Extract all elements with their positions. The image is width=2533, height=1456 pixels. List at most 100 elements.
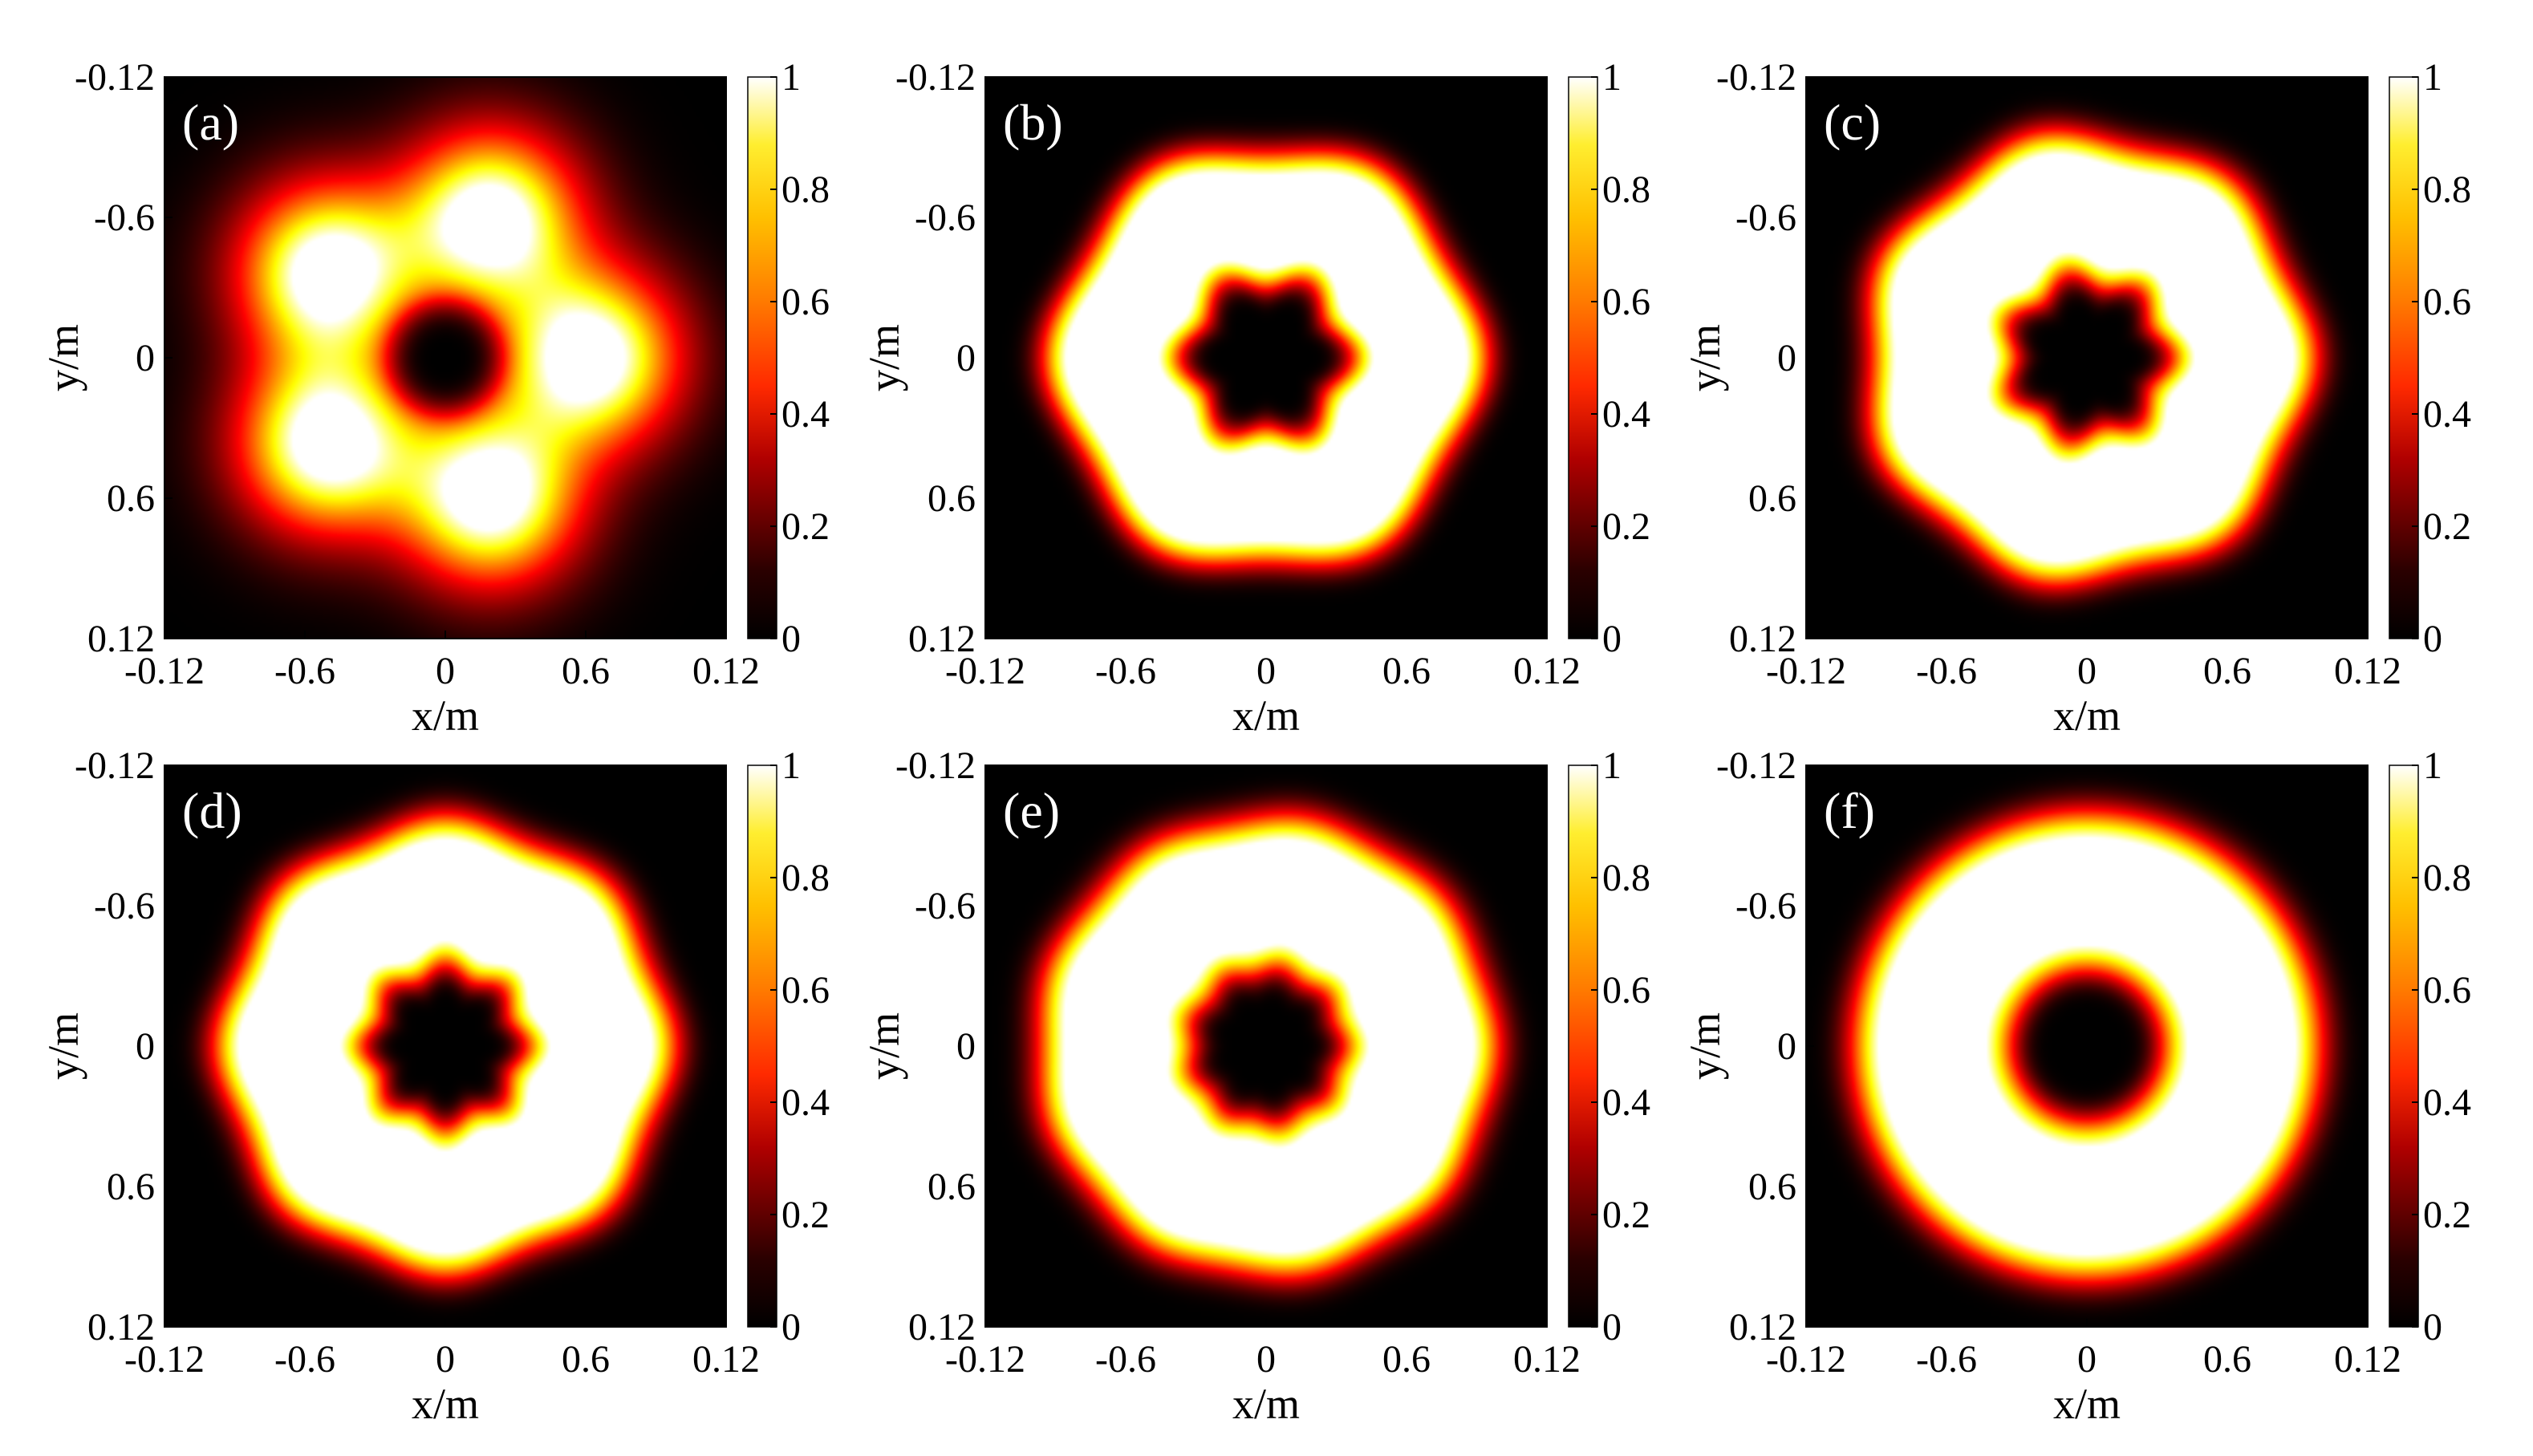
y-tick-label: 0: [136, 1025, 155, 1068]
y-tick-label: 0: [956, 1025, 976, 1068]
y-tick-label: -0.6: [1735, 197, 1796, 239]
colorbar-tick-label: 0.4: [781, 1081, 830, 1124]
panel-label: (c): [1824, 94, 1881, 151]
colorbar-tick-label: 0.8: [1602, 168, 1650, 211]
heatmap-image: [985, 765, 1547, 1327]
colorbar-tick-label: 0.4: [1602, 393, 1650, 436]
x-tick-label: -0.6: [274, 650, 335, 692]
colorbar-tick-label: 0.4: [1602, 1081, 1650, 1124]
y-tick-label: -0.6: [915, 885, 976, 927]
colorbar-tick-label: 0.2: [2423, 505, 2471, 548]
colorbar-tick-label: 1: [2423, 744, 2442, 787]
y-tick-label: 0.6: [107, 1166, 155, 1208]
panel-a: (a) -0.12 -0.6 0 0.6 0.12 x/m -0.12 -0.6 0 0.6 0.12…: [39, 56, 830, 740]
y-tick-label: 0.12: [87, 618, 155, 660]
y-tick-label: 0.12: [1729, 618, 1796, 660]
colorbar-tick-label: 0.4: [2423, 393, 2471, 436]
x-tick-label: -0.12: [1766, 1338, 1846, 1381]
colorbar-tick-label: 0.8: [1602, 857, 1650, 899]
panel-label: (f): [1824, 782, 1875, 839]
colorbar-tick-label: 0: [1602, 1306, 1622, 1349]
colorbar-tick-label: 0.2: [1602, 505, 1650, 548]
colorbar-tick-label: 0.6: [781, 969, 830, 1012]
colorbar-tick-label: 0.6: [781, 281, 830, 323]
x-tick-label: 0.6: [1382, 650, 1431, 692]
colorbar-tick-label: 0.2: [781, 505, 830, 548]
x-axis-label: x/m: [1232, 691, 1300, 740]
y-tick-label: 0: [956, 337, 976, 379]
colorbar: [747, 765, 777, 1328]
colorbar-tick-label: 0.8: [781, 857, 830, 899]
colorbar-tick-label: 1: [1602, 56, 1622, 99]
x-tick-label: 0.12: [692, 650, 760, 692]
y-tick-label: 0.12: [908, 618, 976, 660]
x-tick-label: -0.6: [1095, 650, 1156, 692]
heatmap-image: [1806, 765, 2368, 1327]
x-tick-label: 0: [1256, 1338, 1276, 1381]
panel-label: (b): [1003, 94, 1063, 151]
x-tick-label: -0.12: [1766, 650, 1846, 692]
colorbar-tick-label: 0.6: [2423, 281, 2471, 323]
y-tick-label: 0.6: [107, 477, 155, 520]
colorbar: [747, 76, 777, 639]
y-axis-label: y/m: [860, 1012, 908, 1080]
y-tick-label: -0.12: [895, 744, 976, 787]
y-tick-label: -0.6: [1735, 885, 1796, 927]
y-axis-label: y/m: [1681, 324, 1729, 391]
x-tick-label: 0.6: [562, 650, 610, 692]
x-axis-label: x/m: [2053, 1380, 2121, 1428]
colorbar-tick-label: 0: [781, 618, 801, 660]
x-tick-label: -0.6: [1916, 1338, 1977, 1381]
y-tick-label: -0.12: [895, 56, 976, 99]
y-axis-label: y/m: [860, 324, 908, 391]
colorbar-tick-label: 0.8: [2423, 857, 2471, 899]
colorbar-tick-label: 0.8: [781, 168, 830, 211]
y-tick-label: 0.6: [1748, 477, 1796, 520]
colorbar-tick-label: 0.4: [2423, 1081, 2471, 1124]
colorbar-tick-label: 1: [2423, 56, 2442, 99]
colorbar-tick-label: 0.2: [2423, 1194, 2471, 1236]
y-axis-label: y/m: [39, 1012, 87, 1080]
heatmap-image: [985, 77, 1547, 639]
y-tick-label: 0: [1777, 337, 1796, 379]
heatmap-image: [164, 765, 726, 1327]
colorbar: [2389, 765, 2419, 1328]
x-tick-label: 0: [436, 1338, 455, 1381]
heatmap-image: [164, 77, 726, 639]
panel-label: (d): [182, 782, 242, 839]
panel-f: (f) -0.12 -0.6 0 0.6 0.12 x/m -0.12 -0.6 0 0.6 0.12…: [1681, 744, 2471, 1428]
x-tick-label: 0: [2077, 1338, 2097, 1381]
y-tick-label: 0.6: [928, 1166, 976, 1208]
x-tick-label: 0.12: [1513, 650, 1581, 692]
x-tick-label: -0.12: [945, 1338, 1025, 1381]
x-tick-label: 0: [1256, 650, 1276, 692]
colorbar-tick-label: 1: [781, 56, 801, 99]
heatmap-image: [1806, 77, 2368, 639]
colorbar-tick-label: 0.2: [781, 1194, 830, 1236]
y-axis-label: y/m: [1681, 1012, 1729, 1080]
panel-e: (e) -0.12 -0.6 0 0.6 0.12 x/m -0.12 -0.6 0 0.6 0.12…: [860, 744, 1650, 1428]
x-tick-label: -0.12: [945, 650, 1025, 692]
x-tick-label: -0.6: [1916, 650, 1977, 692]
colorbar-tick-label: 1: [1602, 744, 1622, 787]
colorbar-tick-label: 0.6: [1602, 969, 1650, 1012]
y-tick-label: 0.12: [87, 1306, 155, 1349]
y-tick-label: 0.12: [1729, 1306, 1796, 1349]
y-tick-label: 0: [1777, 1025, 1796, 1068]
colorbar-tick-label: 0: [781, 1306, 801, 1349]
colorbar-tick-label: 0: [2423, 618, 2442, 660]
x-axis-label: x/m: [412, 691, 479, 740]
x-tick-label: 0: [2077, 650, 2097, 692]
x-tick-label: 0.6: [2203, 1338, 2251, 1381]
panel-label: (a): [182, 94, 239, 151]
colorbar-tick-label: 0.2: [1602, 1194, 1650, 1236]
colorbar-tick-label: 0.6: [2423, 969, 2471, 1012]
y-tick-label: -0.12: [75, 744, 155, 787]
colorbar-tick-label: 0: [1602, 618, 1622, 660]
colorbar: [1568, 76, 1598, 639]
colorbar-tick-label: 1: [781, 744, 801, 787]
x-axis-label: x/m: [1232, 1380, 1300, 1428]
x-tick-label: 0.12: [692, 1338, 760, 1381]
y-tick-label: -0.6: [94, 885, 155, 927]
